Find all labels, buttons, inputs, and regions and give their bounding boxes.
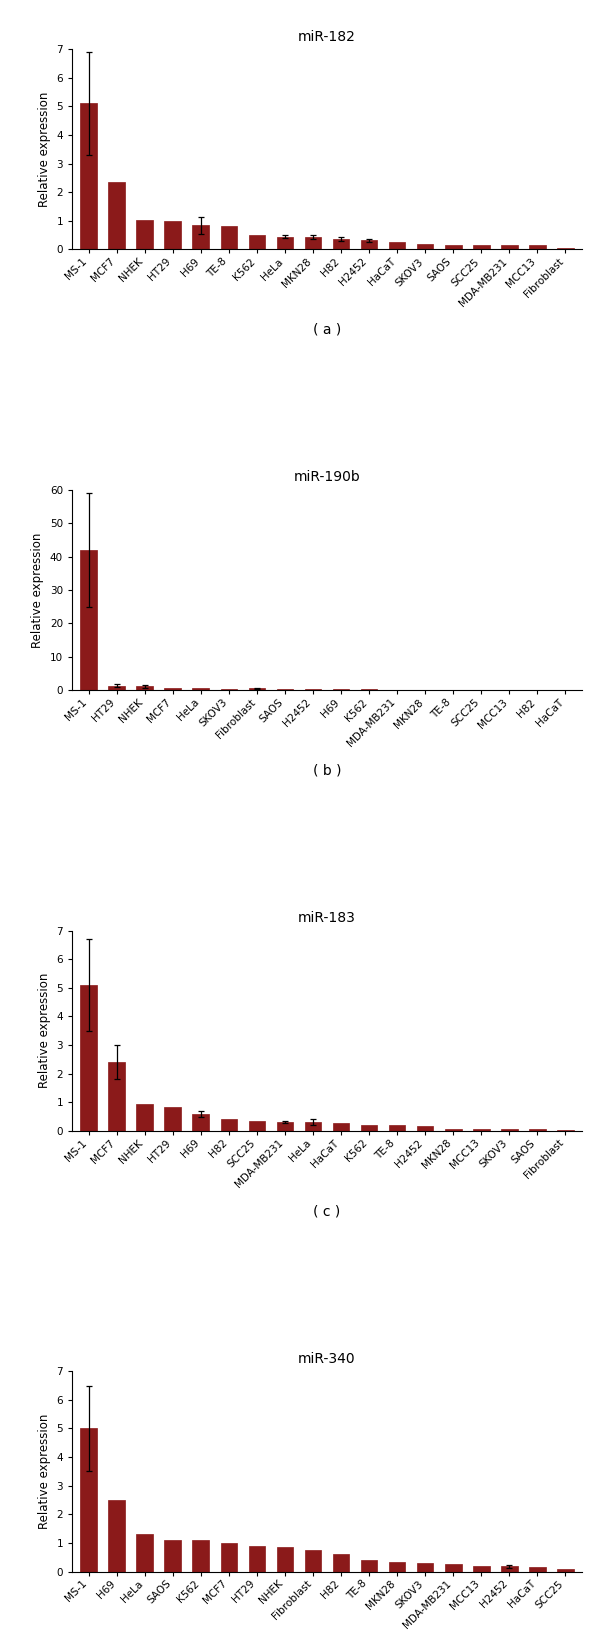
Bar (248, 689, 265, 691)
Bar (332, 1555, 349, 1572)
Bar (361, 241, 377, 249)
Bar (136, 1534, 153, 1572)
Bar (277, 1121, 293, 1131)
Bar (164, 1107, 181, 1131)
Bar (501, 1567, 518, 1572)
Bar (221, 1544, 238, 1572)
Bar (473, 1130, 490, 1131)
Bar (389, 1125, 406, 1131)
Bar (109, 1499, 125, 1572)
Bar (80, 985, 97, 1131)
Bar (164, 688, 181, 691)
Bar (416, 1126, 433, 1131)
Bar (164, 1540, 181, 1572)
Bar (193, 1540, 209, 1572)
Y-axis label: Relative expression: Relative expression (38, 1414, 51, 1529)
Bar (473, 1567, 490, 1572)
Bar (193, 1113, 209, 1131)
Bar (277, 1547, 293, 1572)
Text: ( b ): ( b ) (313, 764, 341, 778)
Bar (416, 244, 433, 249)
Bar (136, 221, 153, 249)
Bar (221, 1120, 238, 1131)
Bar (332, 239, 349, 249)
Bar (248, 1545, 265, 1572)
Bar (164, 221, 181, 249)
Bar (80, 1429, 97, 1572)
Bar (529, 1567, 545, 1572)
Bar (221, 226, 238, 249)
Y-axis label: Relative expression: Relative expression (31, 532, 44, 648)
Bar (193, 226, 209, 249)
Bar (305, 1121, 322, 1131)
Bar (361, 1125, 377, 1131)
Title: miR-182: miR-182 (298, 29, 356, 44)
Bar (445, 1565, 461, 1572)
Bar (473, 246, 490, 249)
Bar (557, 1568, 574, 1572)
Bar (445, 244, 461, 249)
Bar (332, 1123, 349, 1131)
Text: ( c ): ( c ) (313, 1205, 341, 1218)
Bar (136, 1103, 153, 1131)
Bar (193, 689, 209, 691)
Bar (305, 1550, 322, 1572)
Y-axis label: Relative expression: Relative expression (38, 92, 51, 206)
Title: miR-190b: miR-190b (293, 470, 361, 485)
Bar (277, 237, 293, 249)
Bar (416, 1563, 433, 1572)
Bar (80, 103, 97, 249)
Bar (501, 246, 518, 249)
Bar (109, 182, 125, 249)
Title: miR-340: miR-340 (298, 1352, 356, 1365)
Title: miR-183: miR-183 (298, 912, 356, 925)
Bar (109, 1062, 125, 1131)
Bar (136, 686, 153, 691)
Bar (248, 234, 265, 249)
Bar (361, 1560, 377, 1572)
Bar (529, 246, 545, 249)
Bar (109, 686, 125, 691)
Bar (80, 550, 97, 691)
Y-axis label: Relative expression: Relative expression (38, 972, 51, 1089)
Bar (248, 1121, 265, 1131)
Bar (445, 1128, 461, 1131)
Text: ( a ): ( a ) (313, 322, 341, 337)
Bar (389, 242, 406, 249)
Bar (305, 237, 322, 249)
Bar (389, 1562, 406, 1572)
